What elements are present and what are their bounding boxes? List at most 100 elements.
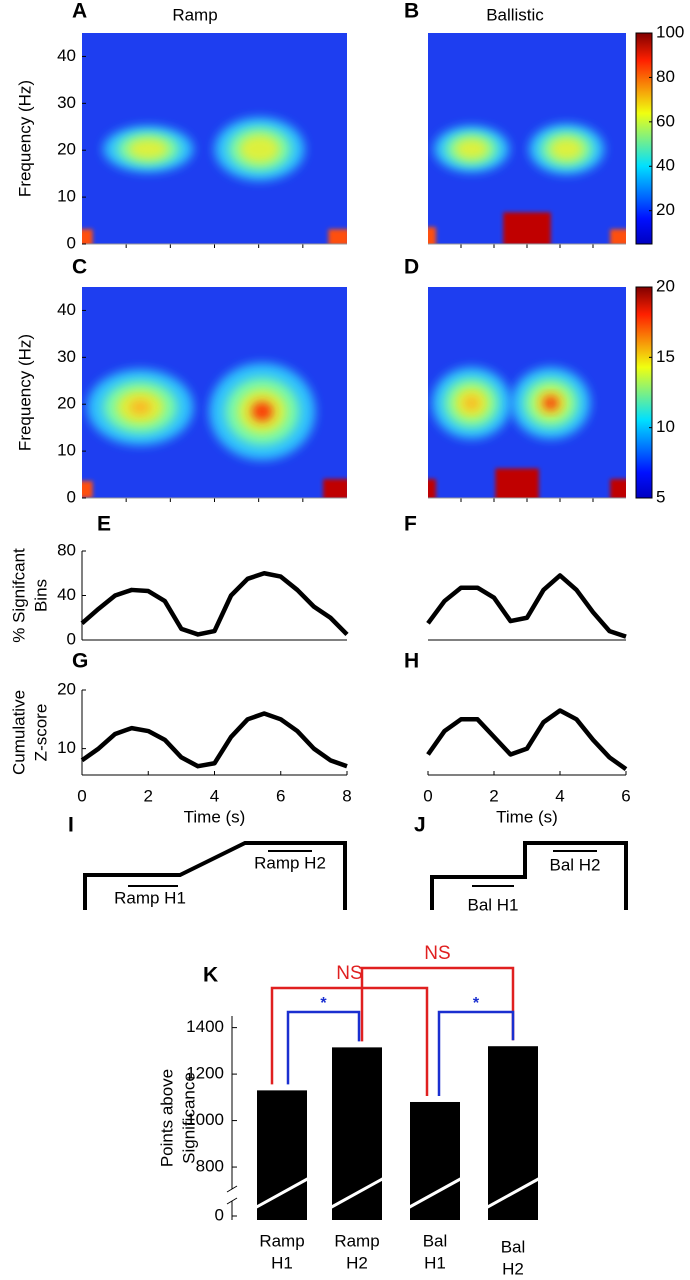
x-tick-label: 0 — [423, 786, 432, 805]
power-blob — [542, 395, 559, 411]
power-blob — [127, 138, 169, 160]
x-tick-label: Bal — [501, 1237, 526, 1256]
x-axis-label: Time (s) — [184, 807, 246, 826]
y-tick-label: 30 — [57, 93, 76, 112]
ballistic-profile — [430, 841, 628, 910]
significance-label: * — [320, 995, 327, 1012]
heatmap-blobs — [82, 362, 347, 498]
break-slash — [327, 1175, 387, 1211]
x-tick-label: H1 — [271, 1253, 293, 1272]
heatmap-blobs — [428, 123, 626, 244]
power-blob — [463, 395, 480, 411]
panel-letter: J — [414, 814, 426, 837]
x-tick-label: 2 — [489, 786, 498, 805]
axis-break — [226, 1185, 238, 1193]
significance-label: NS — [336, 963, 362, 984]
y-axis-label: Z-score — [31, 704, 50, 762]
break-slash — [405, 1175, 465, 1211]
bar — [410, 1101, 460, 1220]
y-tick-label: 800 — [196, 1157, 224, 1176]
y-tick-label: 40 — [57, 300, 76, 319]
panel-letter: G — [72, 650, 88, 673]
colorbar-tick-label: 100 — [656, 22, 684, 41]
bar — [488, 1046, 538, 1220]
x-tick-label: 4 — [210, 786, 219, 805]
y-axis-label: Cumulative — [9, 690, 28, 775]
schedule-j: Bal H1 Bal H2 — [430, 841, 628, 914]
y-tick-label: 40 — [57, 46, 76, 65]
panel-letter: H — [404, 650, 419, 673]
colorbar-tick-label: 20 — [656, 200, 675, 219]
power-blob — [239, 134, 280, 164]
hot-spot — [495, 468, 539, 498]
colorbar-tick-label: 5 — [656, 487, 665, 506]
y-tick-label: 1000 — [186, 1110, 224, 1129]
x-tick-label: 4 — [555, 786, 564, 805]
panel-letter: F — [404, 513, 417, 536]
break-slash — [252, 1175, 312, 1211]
hot-spot — [82, 481, 93, 498]
x-tick-label: Ramp — [259, 1231, 304, 1250]
panel-title: Ballistic — [486, 5, 544, 24]
x-tick-label: H2 — [502, 1259, 524, 1278]
y-tick-label: 10 — [57, 187, 76, 206]
y-tick-label: 20 — [57, 394, 76, 413]
window-label: Ramp H1 — [114, 888, 186, 907]
y-tick-label: 0 — [215, 1205, 224, 1224]
break-slash — [483, 1175, 543, 1211]
colorbar-tick-label: 60 — [656, 111, 675, 130]
panel-letter: I — [68, 814, 74, 837]
y-tick-label: 0 — [67, 233, 76, 252]
panel-letter: K — [203, 964, 218, 987]
bar — [257, 1090, 307, 1220]
y-tick-label: 40 — [57, 585, 76, 604]
y-tick-label: 0 — [67, 629, 76, 648]
y-tick-label: 10 — [57, 441, 76, 460]
panel-letter: C — [72, 256, 87, 279]
hot-spot — [328, 229, 347, 244]
x-axis-label: Time (s) — [496, 807, 558, 826]
x-tick-label: 0 — [77, 786, 86, 805]
x-tick-label: Bal — [423, 1231, 448, 1250]
y-tick-label: 0 — [67, 487, 76, 506]
y-tick-label: 1200 — [186, 1064, 224, 1083]
significance-label: * — [473, 995, 480, 1012]
heatmap-blobs — [82, 117, 347, 244]
x-tick-label: 6 — [276, 786, 285, 805]
colorbar-tick-label: 20 — [656, 276, 675, 295]
heatmap-blobs — [428, 367, 626, 498]
panel-letter: A — [72, 0, 87, 23]
significance-bracket — [270, 986, 429, 1096]
y-axis-label: Frequency (Hz) — [15, 80, 34, 197]
power-blob — [549, 137, 584, 161]
y-tick-label: 80 — [57, 540, 76, 559]
colorbar-tick-label: 80 — [656, 67, 675, 86]
window-label: Bal H2 — [549, 855, 600, 874]
data-line — [80, 711, 348, 769]
y-tick-label: 20 — [57, 679, 76, 698]
panel-letter: E — [97, 513, 111, 536]
x-tick-label: H1 — [424, 1253, 446, 1272]
window-label: Bal H1 — [467, 895, 518, 914]
data-line — [426, 708, 628, 771]
hot-spot — [610, 229, 626, 244]
axis-break — [226, 1197, 238, 1205]
y-tick-label: 10 — [57, 738, 76, 757]
bar — [332, 1047, 382, 1220]
panel-letter: B — [404, 0, 419, 23]
y-tick-label: 30 — [57, 347, 76, 366]
ramp-profile — [83, 841, 347, 910]
colorbar-tick-label: 15 — [656, 347, 675, 366]
y-axis-label: Significance — [179, 1072, 198, 1164]
y-axis-label: % Signifcant — [9, 548, 28, 643]
x-tick-label: 2 — [144, 786, 153, 805]
x-tick-label: 8 — [342, 786, 351, 805]
x-tick-label: H2 — [346, 1253, 368, 1272]
significance-label: NS — [424, 943, 450, 964]
y-tick-label: 1400 — [186, 1017, 224, 1036]
window-label: Ramp H2 — [254, 853, 326, 872]
hot-spot — [82, 229, 93, 244]
power-blob — [129, 399, 151, 415]
hot-spot — [428, 479, 436, 498]
